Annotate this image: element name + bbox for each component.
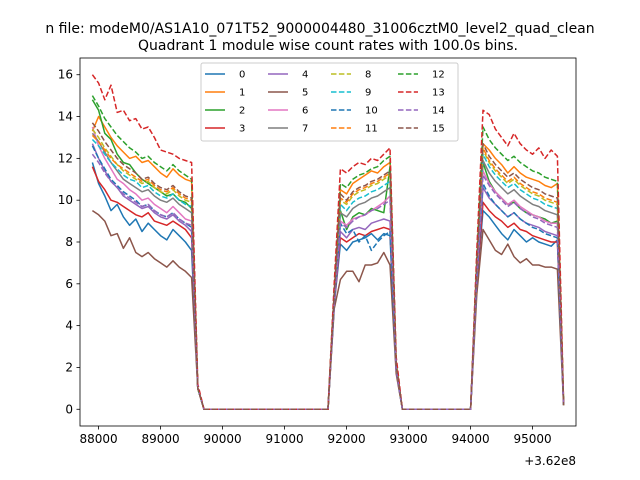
- legend-label-13: 13: [432, 88, 445, 99]
- x-tick-label: 95000: [514, 432, 552, 446]
- legend-label-14: 14: [432, 106, 445, 117]
- series-line-9: [91, 138, 565, 411]
- series-line-6: [91, 126, 565, 411]
- series-line-5: [91, 209, 565, 411]
- y-axis: 0 2 4 6 8 10 12 14 16: [58, 68, 80, 416]
- series-line-1: [91, 115, 565, 411]
- y-tick-label: 14: [58, 110, 73, 124]
- series-line-10: [91, 145, 565, 411]
- series-line-3: [91, 166, 565, 411]
- legend-label-1: 1: [239, 88, 245, 99]
- series-line-12: [91, 95, 565, 411]
- x-tick-label: 93000: [390, 432, 428, 446]
- legend-label-12: 12: [432, 70, 445, 81]
- x-axis: 88000 89000 90000 91000 92000 93000 94000 95000: [80, 426, 552, 446]
- figure-suptitle: n file: modeM0/AS1A10_071T52_9000004480_…: [45, 21, 594, 37]
- x-axis-offset-label: +3.62e8: [524, 454, 576, 468]
- series-line-2: [91, 99, 565, 411]
- series-line-14: [91, 153, 565, 411]
- y-tick-label: 4: [65, 319, 73, 333]
- legend-label-11: 11: [365, 124, 378, 135]
- x-tick-label: 94000: [452, 432, 490, 446]
- series-line-15: [91, 122, 565, 411]
- x-tick-label: 89000: [142, 432, 180, 446]
- chart-title: Quadrant 1 module wise count rates with …: [138, 38, 518, 54]
- y-tick-label: 12: [58, 151, 73, 165]
- legend-label-8: 8: [365, 70, 371, 81]
- series-line-8: [91, 128, 565, 411]
- legend-label-6: 6: [302, 106, 308, 117]
- y-tick-label: 10: [58, 193, 73, 207]
- series-line-13: [91, 74, 565, 411]
- y-tick-label: 16: [58, 68, 73, 82]
- legend-label-15: 15: [432, 124, 445, 135]
- plot-lines: [91, 74, 565, 411]
- legend-label-2: 2: [239, 106, 245, 117]
- legend-label-4: 4: [302, 70, 308, 81]
- series-line-7: [91, 132, 565, 411]
- legend-label-7: 7: [302, 124, 308, 135]
- series-line-0: [91, 162, 565, 411]
- series-line-4: [91, 143, 565, 411]
- legend-label-10: 10: [365, 106, 378, 117]
- legend-label-0: 0: [239, 70, 245, 81]
- legend-label-9: 9: [365, 88, 371, 99]
- y-tick-label: 2: [65, 360, 73, 374]
- legend-box: [200, 62, 459, 142]
- y-tick-label: 0: [65, 402, 73, 416]
- y-tick-label: 6: [65, 277, 73, 291]
- x-tick-label: 92000: [328, 432, 366, 446]
- x-tick-label: 90000: [204, 432, 242, 446]
- series-line-11: [91, 134, 565, 411]
- y-tick-label: 8: [65, 235, 73, 249]
- legend-label-3: 3: [239, 124, 245, 135]
- legend-label-5: 5: [302, 88, 308, 99]
- x-tick-label: 91000: [266, 432, 304, 446]
- x-tick-label: 88000: [80, 432, 118, 446]
